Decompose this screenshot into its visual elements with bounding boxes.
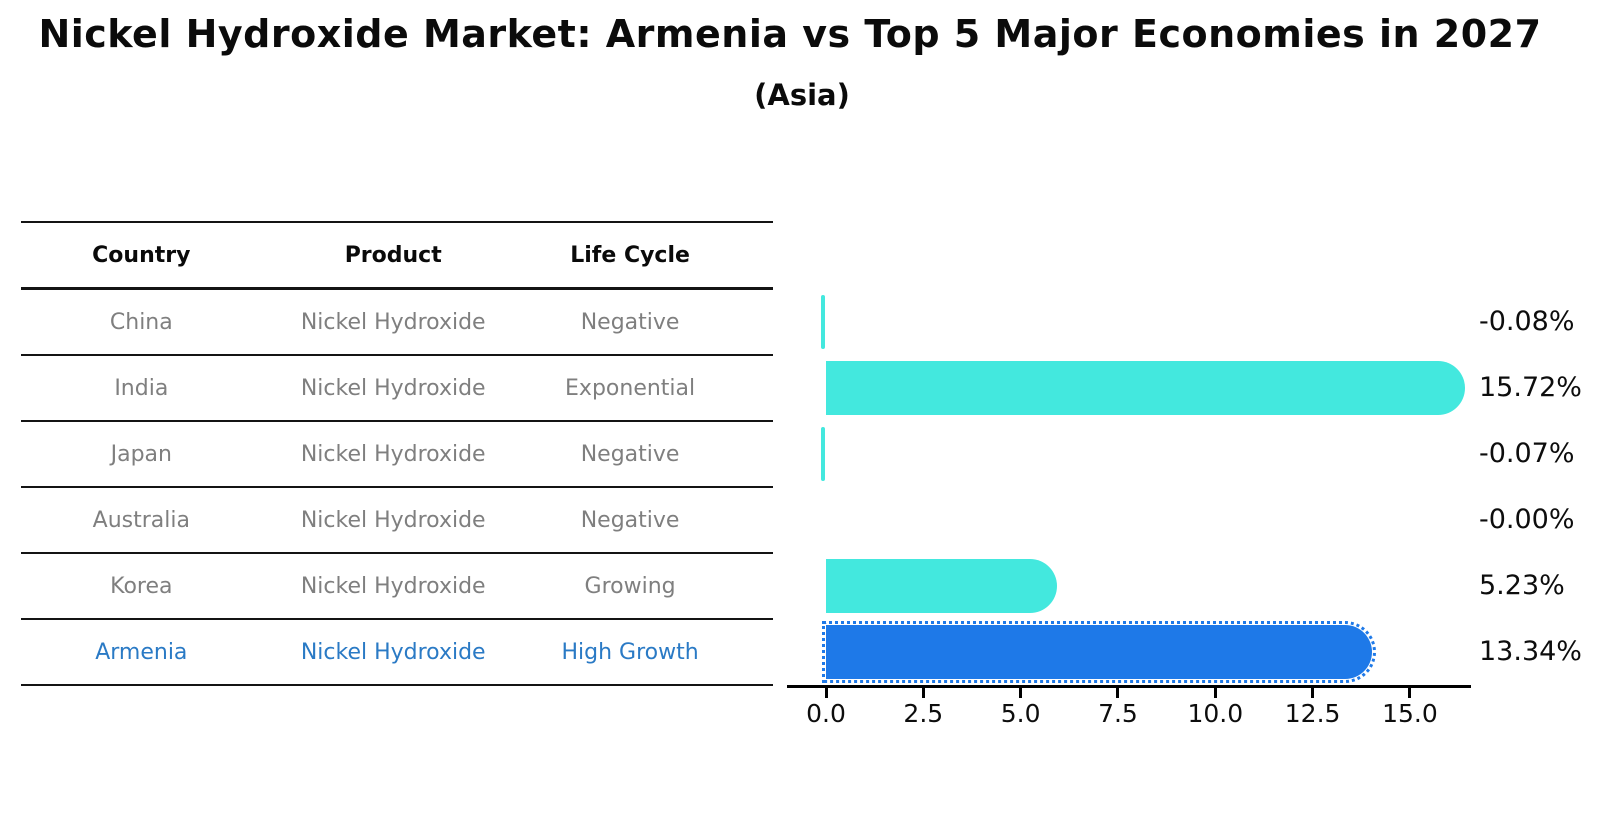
product-cell: Nickel Hydroxide — [300, 309, 486, 335]
table-row-korea: Korea Nickel Hydroxide Growing — [21, 554, 773, 620]
table-row-australia: Australia Nickel Hydroxide Negative — [21, 488, 773, 554]
life-cycle-cell: Exponential — [565, 375, 696, 401]
bar-india — [826, 361, 1465, 415]
x-tick-5 — [1311, 688, 1315, 698]
country-cell: China — [109, 309, 173, 335]
x-tick-1 — [921, 688, 925, 698]
x-tick-0 — [824, 688, 828, 698]
bar-china — [821, 295, 825, 349]
country-cell: India — [114, 375, 169, 401]
table-row-japan: Japan Nickel Hydroxide Negative — [21, 422, 773, 488]
life-cycle-cell: Growing — [584, 573, 676, 599]
value-label-australia: -0.00% — [1479, 504, 1575, 535]
x-tick-6 — [1408, 688, 1412, 698]
bar-armenia — [821, 621, 1377, 683]
bar-korea — [826, 559, 1057, 613]
page-subtitle: (Asia) — [754, 78, 850, 112]
x-tick-label-6: 15.0 — [1382, 699, 1438, 728]
product-cell: Nickel Hydroxide — [300, 639, 486, 665]
x-tick-label-4: 10.0 — [1187, 699, 1244, 728]
x-tick-label-1: 2.5 — [903, 699, 944, 728]
life-cycle-cell: Negative — [580, 309, 680, 335]
value-label-armenia: 13.34% — [1479, 636, 1582, 667]
value-label-japan: -0.07% — [1479, 438, 1575, 469]
comparison-table: Country Product Life Cycle China Nickel … — [21, 221, 773, 686]
value-label-india: 15.72% — [1479, 372, 1582, 403]
product-cell: Nickel Hydroxide — [300, 441, 486, 467]
table-header-row: Country Product Life Cycle — [21, 223, 773, 290]
page-title: Nickel Hydroxide Market: Armenia vs Top … — [38, 12, 1542, 56]
x-tick-3 — [1116, 688, 1120, 698]
bar-japan — [821, 427, 825, 481]
country-cell: Korea — [110, 573, 173, 599]
x-tick-label-0: 0.0 — [806, 699, 846, 728]
table-row-china: China Nickel Hydroxide Negative — [21, 290, 773, 356]
country-cell: Japan — [110, 441, 172, 467]
table-row-india: India Nickel Hydroxide Exponential — [21, 356, 773, 422]
x-tick-label-5: 12.5 — [1284, 699, 1341, 728]
product-cell: Nickel Hydroxide — [300, 507, 486, 533]
x-tick-4 — [1213, 688, 1217, 698]
col-header-life-cycle: Life Cycle — [570, 242, 690, 268]
product-cell: Nickel Hydroxide — [300, 375, 486, 401]
life-cycle-cell: High Growth — [561, 639, 699, 665]
x-tick-label-3: 7.5 — [1098, 699, 1138, 728]
x-tick-2 — [1019, 688, 1023, 698]
col-header-country: Country — [92, 242, 191, 268]
x-tick-label-2: 5.0 — [1000, 699, 1041, 728]
country-cell: Armenia — [95, 639, 188, 665]
value-label-korea: 5.23% — [1479, 570, 1565, 601]
product-cell: Nickel Hydroxide — [300, 573, 486, 599]
country-cell: Australia — [92, 507, 190, 533]
value-label-china: -0.08% — [1479, 306, 1575, 337]
life-cycle-cell: Negative — [580, 507, 680, 533]
life-cycle-cell: Negative — [580, 441, 680, 467]
x-axis-line — [787, 685, 1471, 688]
table-row-armenia: Armenia Nickel Hydroxide High Growth — [21, 620, 773, 686]
col-header-product: Product — [344, 242, 442, 268]
